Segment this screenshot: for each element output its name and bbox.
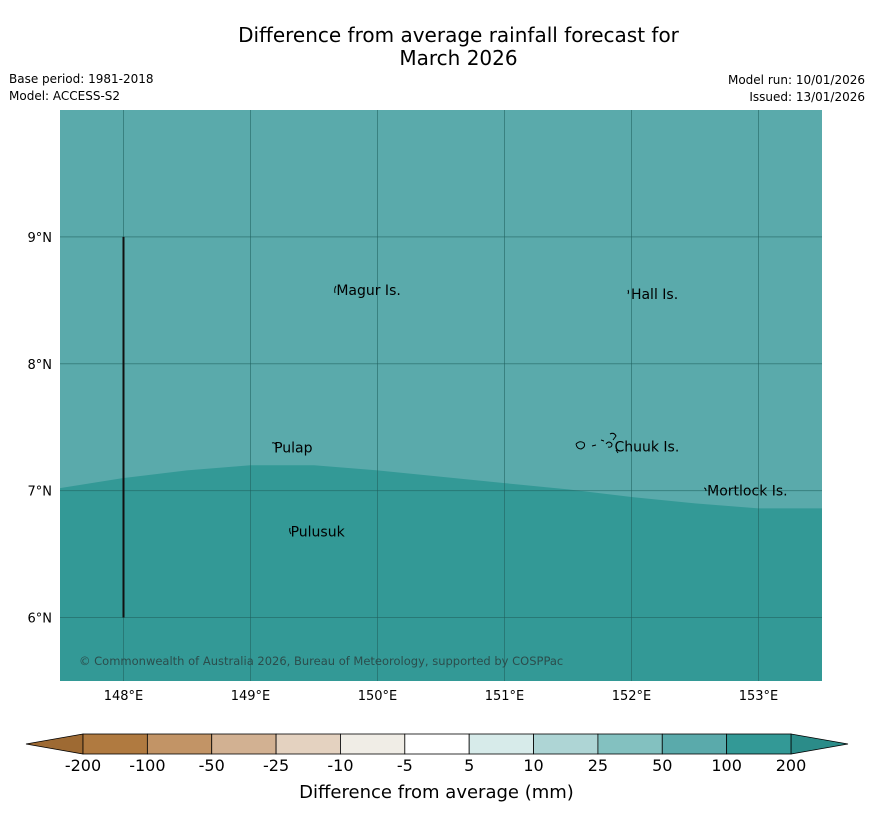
pulap-island-outline — [271, 442, 278, 447]
place-labels: Magur Is. Hall Is. Pulap Chuuk Is. Mortlock … — [274, 283, 788, 540]
place-label: Chuuk Is. — [614, 439, 679, 455]
lon-tick-label: 150°E — [358, 689, 398, 704]
colorbar-tick-label: -200 — [65, 756, 101, 775]
model-run: Model run: 10/01/2026 — [727, 73, 865, 87]
metadata-left: Base period: 1981-2018 Model: ACCESS-S2 — [9, 71, 154, 105]
colorbar-tick-label: -5 — [397, 756, 413, 775]
colorbar-tick-label: -50 — [199, 756, 225, 775]
place-label: Hall Is. — [631, 287, 678, 303]
title-line-1: Difference from average rainfall forecas… — [238, 23, 679, 47]
colorbar-extend-high — [790, 733, 849, 755]
colorbar-bin — [726, 733, 792, 755]
title-line-2: March 2026 — [399, 46, 518, 70]
colorbar-title: Difference from average (mm) — [299, 782, 574, 803]
pulusuk-island-outline — [289, 527, 292, 535]
lon-tick-label: 148°E — [104, 689, 144, 704]
gridlines — [60, 110, 822, 681]
colorbar-bin — [533, 733, 599, 755]
hall-island-outline — [627, 289, 629, 295]
place-label: Magur Is. — [336, 283, 401, 299]
colorbar-bin — [340, 733, 406, 755]
base-period: Base period: 1981-2018 — [9, 72, 154, 86]
colorbar-bin — [661, 733, 728, 755]
lon-tick-label: 151°E — [485, 689, 525, 704]
lon-tick-label: 149°E — [231, 689, 271, 704]
chuuk-lagoon-outline — [575, 432, 619, 454]
map-area: Magur Is. Hall Is. Pulap Chuuk Is. Mortlock … — [60, 110, 822, 681]
copyright-notice: © Commonwealth of Australia 2026, Bureau… — [79, 654, 563, 668]
place-label: Pulap — [274, 441, 313, 457]
mortlock-island-outline — [703, 487, 707, 492]
issued-date: Issued: 13/01/2026 — [749, 90, 865, 104]
colorbar: -200 -100 -50 -25 -10 -5 5 10 25 50 100 200 — [25, 733, 849, 775]
colorbar-bin — [211, 733, 277, 755]
colorbar-tick-label: -25 — [263, 756, 289, 775]
axis-tick-labels: 9°N 8°N 7°N 6°N 148°E 149°E 150°E 151°E 152°E 153… — [28, 231, 779, 704]
colorbar-tick-label: 50 — [652, 756, 672, 775]
colorbar-tick-label: 10 — [523, 756, 543, 775]
colorbar-tick-label: -100 — [129, 756, 165, 775]
metadata-right: Model run: 10/01/2026 Issued: 13/01/2026 — [728, 72, 865, 106]
lon-tick-label: 152°E — [612, 689, 652, 704]
colorbar-extend-low — [25, 733, 84, 755]
magur-island-outline — [334, 285, 337, 294]
colorbar-bin — [82, 733, 148, 755]
model-name: Model: ACCESS-S2 — [9, 89, 121, 103]
colorbar-tick-label: 200 — [776, 756, 807, 775]
colorbar-bin — [468, 733, 534, 755]
lat-tick-label: 7°N — [28, 485, 53, 500]
colorbar-bin — [597, 733, 663, 755]
lat-tick-label: 8°N — [28, 358, 53, 373]
place-label: Pulusuk — [291, 524, 346, 540]
colorbar-bin — [275, 733, 341, 755]
colorbar-tick-label: 100 — [711, 756, 742, 775]
lat-tick-label: 6°N — [28, 612, 53, 627]
lon-tick-label: 153°E — [739, 689, 779, 704]
colorbar-bin — [404, 733, 470, 755]
colorbar-bin — [146, 733, 213, 755]
colorbar-tick-label: 5 — [464, 756, 474, 775]
lat-tick-label: 9°N — [28, 231, 53, 246]
colorbar-tick-label: 25 — [588, 756, 608, 775]
island-outlines — [271, 285, 707, 535]
place-label: Mortlock Is. — [707, 484, 787, 500]
colorbar-tick-label: -10 — [327, 756, 353, 775]
